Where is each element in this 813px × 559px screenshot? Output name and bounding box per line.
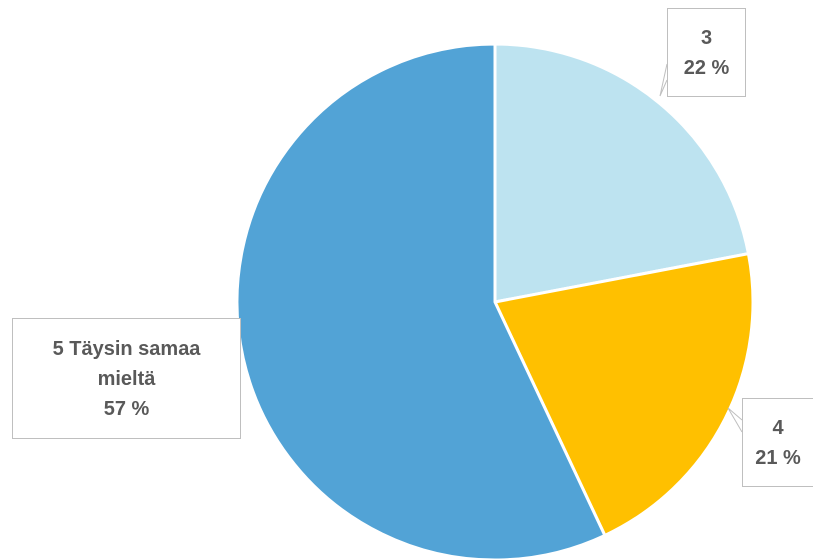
category-label: 3: [700, 26, 713, 49]
value-label: 57 %: [103, 397, 150, 420]
pie-slice: [493, 42, 750, 304]
callout-pointer: [727, 407, 743, 433]
pie-slice: [493, 252, 755, 537]
category-label: 4: [772, 416, 784, 439]
callout-pointer: [659, 63, 668, 97]
data-label: 3 22 %: [667, 8, 746, 97]
value-label: 22 %: [683, 56, 730, 79]
slices: [235, 42, 755, 559]
data-label: 5 Täysin samaa mieltä 57 %: [12, 318, 241, 439]
data-label: 4 21 %: [742, 398, 813, 487]
value-label: 21 %: [755, 446, 801, 469]
category-label: 5 Täysin samaa mieltä: [52, 337, 201, 390]
